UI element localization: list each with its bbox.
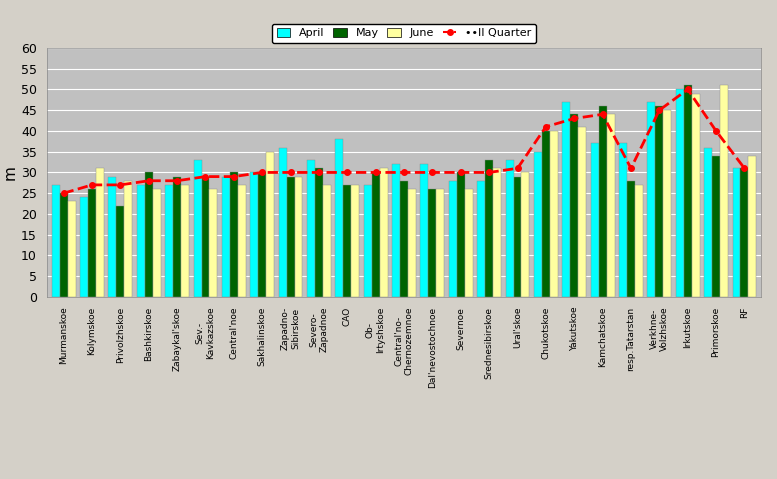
Bar [408, 189, 416, 297]
Bar [647, 102, 655, 297]
Y-axis label: m: m [3, 165, 18, 180]
Bar [748, 156, 756, 297]
Bar [477, 181, 485, 297]
Bar [336, 139, 343, 297]
Bar [619, 143, 627, 297]
Bar [201, 177, 210, 297]
Bar [514, 177, 521, 297]
Bar [712, 156, 720, 297]
Bar [351, 185, 359, 297]
Bar [315, 168, 323, 297]
Bar [222, 177, 230, 297]
Bar [173, 177, 181, 297]
Bar [88, 189, 96, 297]
Bar [493, 168, 501, 297]
Bar [485, 160, 493, 297]
Bar [52, 185, 60, 297]
Bar [635, 185, 643, 297]
Legend: April, May, June, ••II Quarter: April, May, June, ••II Quarter [272, 23, 536, 43]
Bar [400, 181, 408, 297]
Bar [258, 172, 267, 297]
Bar [307, 160, 315, 297]
Bar [740, 168, 748, 297]
Bar [692, 93, 699, 297]
Bar [428, 189, 437, 297]
Bar [733, 168, 740, 297]
Bar [371, 172, 380, 297]
Bar [420, 164, 428, 297]
Bar [550, 131, 558, 297]
Bar [598, 106, 607, 297]
Bar [542, 131, 550, 297]
Bar [521, 172, 529, 297]
Bar [563, 102, 570, 297]
Bar [279, 148, 287, 297]
Bar [238, 185, 246, 297]
Bar [323, 185, 331, 297]
Bar [294, 177, 302, 297]
Bar [570, 114, 578, 297]
Bar [380, 168, 388, 297]
Bar [534, 152, 542, 297]
Bar [117, 205, 124, 297]
Bar [230, 172, 238, 297]
Bar [465, 189, 472, 297]
Bar [343, 185, 351, 297]
Bar [109, 177, 117, 297]
Bar [676, 90, 684, 297]
Bar [578, 127, 586, 297]
Bar [627, 181, 635, 297]
Bar [250, 172, 258, 297]
Bar [392, 164, 400, 297]
Bar [704, 148, 712, 297]
Bar [153, 189, 161, 297]
Bar [364, 185, 371, 297]
Bar [193, 160, 201, 297]
Bar [181, 185, 189, 297]
Bar [449, 181, 457, 297]
Bar [607, 114, 615, 297]
Bar [287, 177, 294, 297]
Bar [68, 202, 75, 297]
Bar [720, 85, 728, 297]
Bar [655, 106, 664, 297]
Bar [506, 160, 514, 297]
Bar [457, 172, 465, 297]
Bar [137, 185, 145, 297]
Bar [267, 152, 274, 297]
Bar [60, 193, 68, 297]
Bar [80, 197, 88, 297]
Bar [124, 181, 132, 297]
Bar [210, 189, 218, 297]
Bar [96, 168, 104, 297]
Bar [591, 143, 598, 297]
Bar [166, 185, 173, 297]
Bar [684, 85, 692, 297]
Bar [437, 189, 444, 297]
Bar [145, 172, 153, 297]
Bar [664, 110, 671, 297]
